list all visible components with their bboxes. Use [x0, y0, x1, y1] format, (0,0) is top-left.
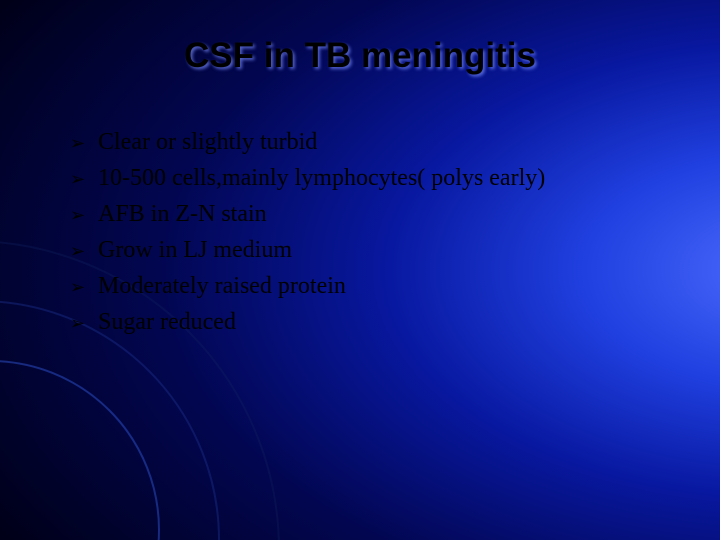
bullet-marker-icon: ➢: [70, 127, 98, 160]
list-item: ➢ Moderately raised protein: [70, 270, 690, 304]
bullet-marker-icon: ➢: [70, 163, 98, 196]
bullet-marker-icon: ➢: [70, 307, 98, 340]
bullet-text: Moderately raised protein: [98, 270, 690, 303]
bullet-list: ➢ Clear or slightly turbid ➢ 10-500 cell…: [70, 126, 690, 342]
bullet-text: 10-500 cells,mainly lymphocytes( polys e…: [98, 162, 690, 195]
bullet-text: Sugar reduced: [98, 306, 690, 339]
bullet-text: AFB in Z-N stain: [98, 198, 690, 231]
slide-title: CSF in TB meningitis: [0, 36, 720, 76]
bullet-text: Grow in LJ medium: [98, 234, 690, 267]
bullet-marker-icon: ➢: [70, 235, 98, 268]
list-item: ➢ AFB in Z-N stain: [70, 198, 690, 232]
list-item: ➢ Grow in LJ medium: [70, 234, 690, 268]
list-item: ➢ Clear or slightly turbid: [70, 126, 690, 160]
bullet-marker-icon: ➢: [70, 271, 98, 304]
list-item: ➢ Sugar reduced: [70, 306, 690, 340]
list-item: ➢ 10-500 cells,mainly lymphocytes( polys…: [70, 162, 690, 196]
bullet-text: Clear or slightly turbid: [98, 126, 690, 159]
slide: CSF in TB meningitis ➢ Clear or slightly…: [0, 0, 720, 540]
bullet-marker-icon: ➢: [70, 199, 98, 232]
